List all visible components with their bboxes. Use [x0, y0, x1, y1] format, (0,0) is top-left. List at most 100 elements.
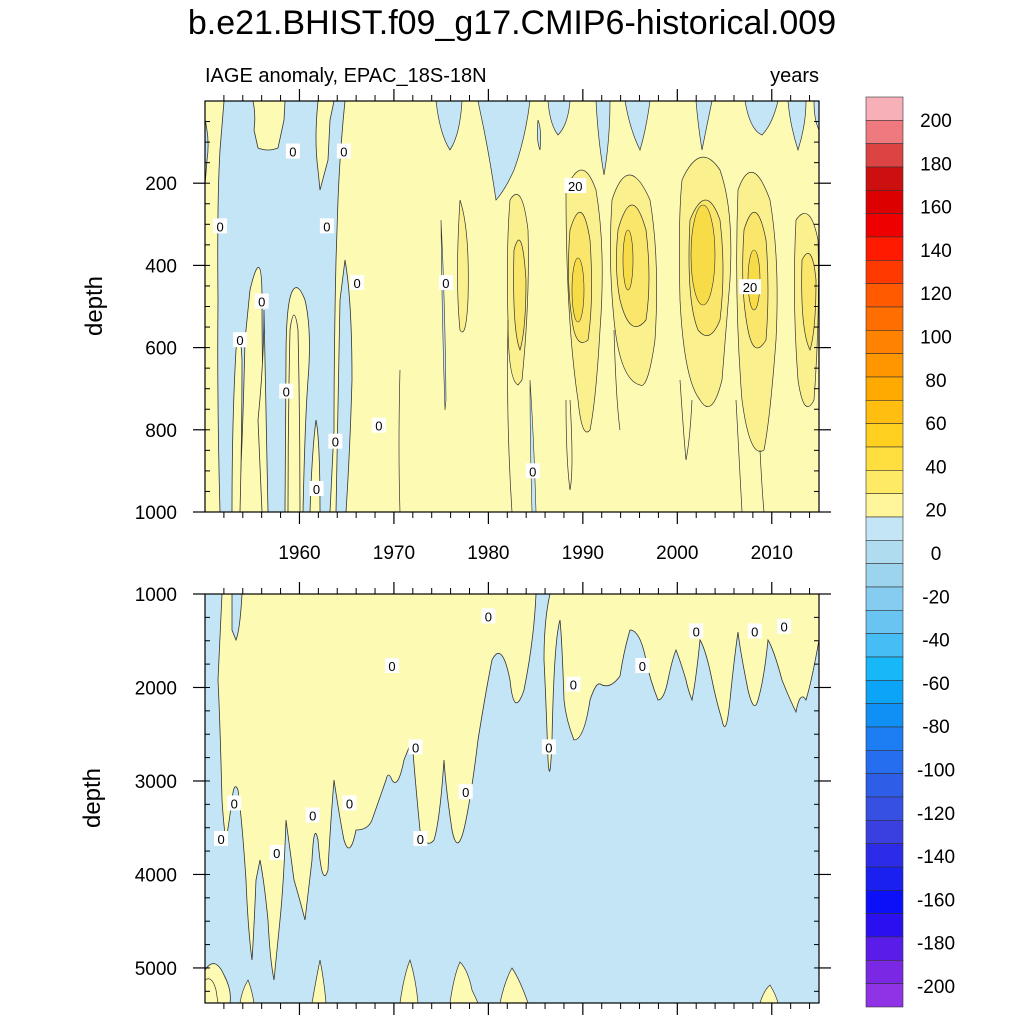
contour-label-bg [438, 275, 453, 291]
contour-label: 0 [213, 218, 228, 234]
colorbar-label: -60 [922, 674, 949, 695]
contour-label-text: 0 [462, 785, 469, 800]
colorbar-swatch [865, 260, 904, 284]
colorbar-swatch [865, 283, 904, 308]
colorbar-swatch [865, 703, 904, 728]
colorbar-swatch [865, 166, 904, 191]
colorbar-swatch [865, 820, 904, 844]
y-tick-label: 400 [145, 256, 177, 277]
colorbar-label: 40 [925, 457, 946, 478]
contour-label: 0 [458, 784, 473, 800]
contour-label-bg [481, 608, 496, 624]
colorbar-swatch [865, 213, 904, 238]
contour-label-text: 0 [485, 609, 492, 624]
lower-positive-region [205, 594, 537, 1003]
contour-label-text: 0 [236, 333, 243, 348]
upper-negative-lobe-3 [547, 101, 571, 136]
upper-y-axis-label: depth [81, 276, 108, 336]
upper-negative-streak-1984 [529, 379, 537, 512]
contour-label: 0 [254, 293, 269, 310]
colorbar-swatch [865, 470, 904, 494]
upper-contour-lines [398, 319, 765, 512]
upper-negative-lobe-6 [624, 101, 651, 151]
contour-label-bg [566, 676, 581, 692]
colorbar-label: -200 [917, 977, 955, 998]
contour-label-bg [564, 178, 587, 194]
contour-label: 0 [408, 739, 423, 755]
upper-positive-island-2 [287, 314, 301, 512]
contour-label: 0 [747, 623, 762, 639]
upper-contour-line-4 [679, 379, 693, 461]
contour-label-text: 0 [216, 219, 223, 234]
contour-label: 0 [336, 143, 351, 160]
contour-label-text: 0 [340, 145, 347, 160]
upper-contour-line-5 [735, 399, 743, 512]
colorbar-label: -80 [922, 717, 949, 738]
contour-label-text: 0 [412, 740, 419, 755]
contour-label-bg [408, 739, 423, 755]
colorbar-swatch [865, 796, 904, 821]
contour-label-text: 0 [639, 659, 646, 674]
contour-label-text: 0 [258, 295, 265, 310]
upper-negative-region-main [217, 101, 346, 512]
contour-label-bg [285, 143, 300, 159]
colorbar-label: -160 [917, 890, 955, 911]
contour-label-text: 0 [751, 624, 758, 639]
contour-label-text: 0 [570, 678, 577, 693]
colorbar-swatch [865, 960, 904, 984]
colorbar-swatch [865, 913, 904, 938]
colorbar-swatch [865, 236, 904, 261]
colorbar-swatch [865, 540, 904, 564]
contour-label-text: 0 [231, 796, 238, 811]
upper-lobe-10-a [457, 199, 469, 333]
contour-label-text: 0 [309, 809, 316, 824]
contour-label-text: 0 [545, 740, 552, 755]
contour-label-bg [541, 739, 556, 755]
contour-label-text: 0 [442, 276, 449, 291]
contour-label-bg [739, 279, 762, 295]
contour-label-bg [371, 417, 386, 433]
colorbar-label: -20 [922, 587, 949, 608]
colorbar-label: 180 [920, 154, 952, 175]
contour-label-text: 0 [353, 276, 360, 291]
colorbar-swatch [865, 633, 904, 658]
contour-label-bg [319, 218, 334, 234]
colorbar-label: 60 [925, 414, 946, 435]
contour-label: 0 [285, 143, 300, 160]
contour-label: 0 [214, 830, 229, 847]
upper-core-1995 [622, 229, 634, 291]
contour-label-bg [213, 218, 228, 234]
upper-negative-lobe-5 [595, 101, 611, 176]
x-tick-label: 1980 [467, 543, 509, 564]
contour-label-bg [305, 807, 320, 823]
contour-label-text: 0 [529, 464, 536, 479]
colorbar-swatch [865, 750, 904, 774]
colorbar-swatch [865, 96, 904, 121]
upper-core-1990 [571, 257, 585, 323]
contour-label-bg [635, 657, 650, 673]
contour-label-bg [309, 480, 324, 496]
colorbar-swatch [865, 983, 904, 1008]
lower-plot-frame [204, 593, 820, 1004]
contour-label-bg [227, 795, 242, 811]
upper-negative-lobe-8 [744, 101, 779, 136]
upper-negative-lobe-9 [787, 101, 807, 152]
contour-label-text: 0 [323, 219, 330, 234]
upper-contour-line-3 [613, 329, 621, 431]
colorbar-swatch [865, 190, 904, 214]
colorbar-swatch [865, 376, 904, 401]
y-tick-label: 800 [145, 421, 177, 442]
contour-label: 0 [525, 463, 540, 479]
colorbar-swatch [865, 446, 904, 471]
upper-negative-lobe-1 [435, 101, 463, 151]
colorbar-label: -40 [922, 631, 949, 652]
upper-contour-labels: 0 0 0 0 0 0 0 0 0 0 0 0 0 20 20 [213, 143, 762, 497]
contour-label: 0 [371, 417, 386, 434]
colorbar-label: 120 [920, 284, 952, 305]
colorbar-swatch [865, 726, 904, 751]
colorbar-label: 20 [925, 501, 946, 522]
lower-positive-band-west [205, 958, 779, 1003]
contour-label-text: 0 [417, 832, 424, 847]
contour-label: 0 [342, 795, 357, 811]
contour-label-text: 0 [289, 145, 296, 160]
